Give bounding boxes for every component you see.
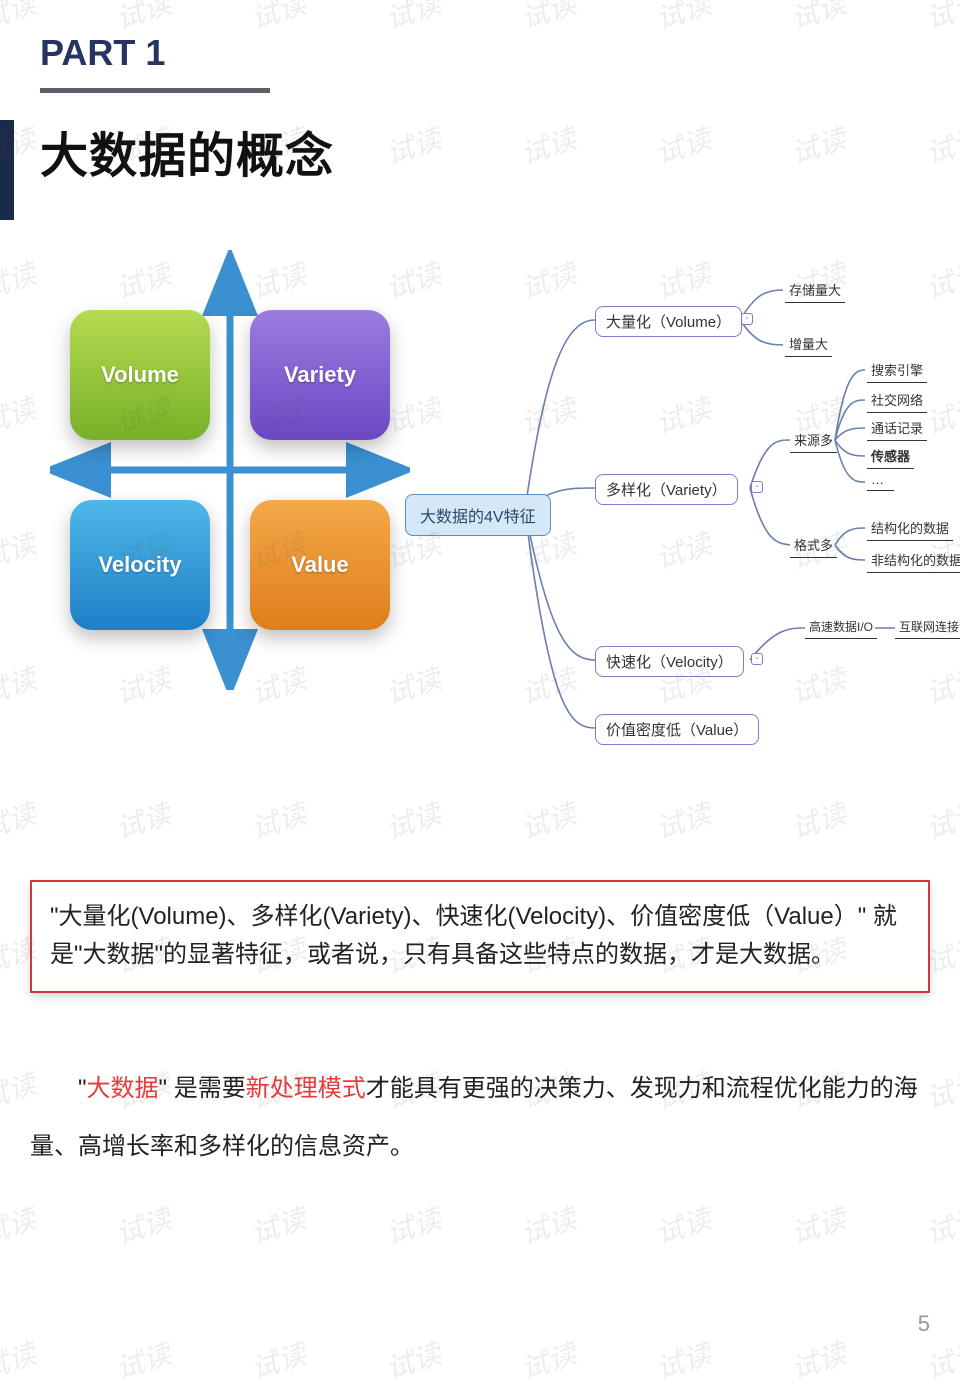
mindmap-leaf: 互联网连接设备数量增长 <box>895 618 960 639</box>
mindmap-node-volume: 大量化（Volume） <box>595 306 742 337</box>
quad-box-velocity: Velocity <box>70 500 210 630</box>
mindmap-leaf: 非结构化的数据 <box>867 550 960 573</box>
page-title: 大数据的概念 <box>40 116 334 186</box>
expander-icon: - <box>751 481 763 493</box>
mindmap-leaf: 传感器 <box>867 446 914 469</box>
header-accent-bar <box>0 120 14 220</box>
mindmap-leaf: 社交网络 <box>867 390 927 413</box>
mindmap-diagram: 大数据的4V特征 大量化（Volume） - 存储量大 增量大 多样化（Vari… <box>405 250 950 790</box>
mindmap-leaf: 结构化的数据 <box>867 518 953 541</box>
callout-box: "大量化(Volume)、多样化(Variety)、快速化(Velocity)、… <box>30 880 930 993</box>
quad-box-label: Volume <box>101 362 179 388</box>
highlight: 新处理模式 <box>246 1075 366 1102</box>
quad-box-value: Value <box>250 500 390 630</box>
mindmap-subgroup: 来源多 <box>790 430 837 453</box>
mindmap-leaf: 搜索引擎 <box>867 360 927 383</box>
mindmap-node-variety: 多样化（Variety） <box>595 474 738 505</box>
mindmap-node-value: 价值密度低（Value） <box>595 714 759 745</box>
mindmap-leaf: 通话记录 <box>867 418 927 441</box>
quad-box-volume: Volume <box>70 310 210 440</box>
quad-box-label: Variety <box>284 362 356 388</box>
definition-paragraph: "大数据" 是需要新处理模式才能具有更强的决策力、发现力和流程优化能力的海量、高… <box>30 1060 950 1175</box>
part-underline <box>40 88 270 93</box>
page-number: 5 <box>918 1311 930 1337</box>
mindmap-leaf: 增量大 <box>785 334 832 357</box>
quadrant-diagram: Volume Variety Velocity Value <box>50 250 410 690</box>
mindmap-subgroup: 高速数据I/O <box>805 618 877 639</box>
callout-text: "大量化(Volume)、多样化(Variety)、快速化(Velocity)、… <box>50 903 897 968</box>
mindmap-subgroup: 格式多 <box>790 535 837 558</box>
quad-box-variety: Variety <box>250 310 390 440</box>
mindmap-root: 大数据的4V特征 <box>405 494 551 536</box>
part-label: PART 1 <box>40 32 165 74</box>
mindmap-root-label: 大数据的4V特征 <box>420 509 536 526</box>
expander-icon: - <box>741 313 753 325</box>
mindmap-leaf: 存储量大 <box>785 280 845 303</box>
quad-box-label: Value <box>291 552 348 578</box>
highlight: 大数据 <box>87 1075 159 1102</box>
mindmap-leaf: … <box>867 472 894 491</box>
mindmap-node-velocity: 快速化（Velocity） <box>595 646 744 677</box>
expander-icon: - <box>751 653 763 665</box>
quad-box-label: Velocity <box>98 552 181 578</box>
